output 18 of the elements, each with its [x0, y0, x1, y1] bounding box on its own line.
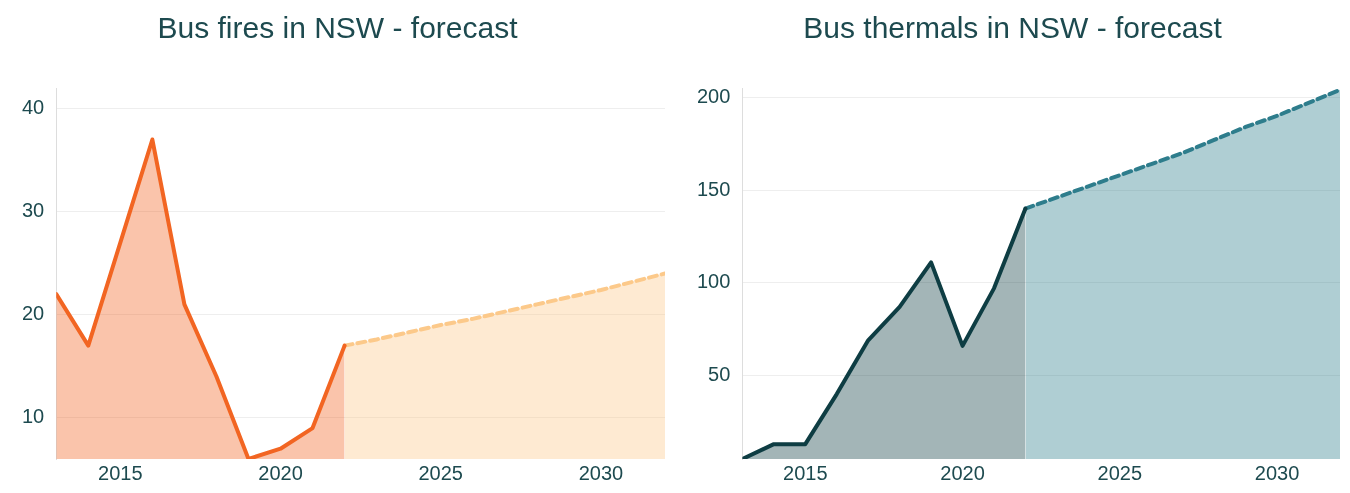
y-tick-label: 40	[22, 96, 45, 119]
x-tick-label: 2020	[258, 461, 303, 484]
y-tick-label: 10	[22, 405, 45, 428]
y-tick-label: 150	[696, 177, 731, 200]
y-tick-label: 100	[696, 270, 731, 293]
chart-title: Bus thermals in NSW - forecast	[803, 11, 1223, 45]
x-tick-label: 2015	[783, 461, 828, 484]
y-tick-label: 50	[708, 363, 731, 386]
x-tick-label: 2030	[1254, 461, 1300, 484]
x-tick-label: 2015	[98, 461, 143, 484]
x-tick-label: 2025	[1097, 461, 1143, 484]
x-tick-label: 2025	[418, 461, 463, 484]
chart-title: Bus fires in NSW - forecast	[157, 11, 519, 45]
y-tick-label: 20	[22, 302, 45, 325]
y-tick-label: 200	[696, 84, 731, 107]
y-tick-label: 30	[22, 199, 45, 222]
x-tick-label: 2030	[578, 461, 624, 484]
x-tick-label: 2020	[940, 461, 985, 484]
